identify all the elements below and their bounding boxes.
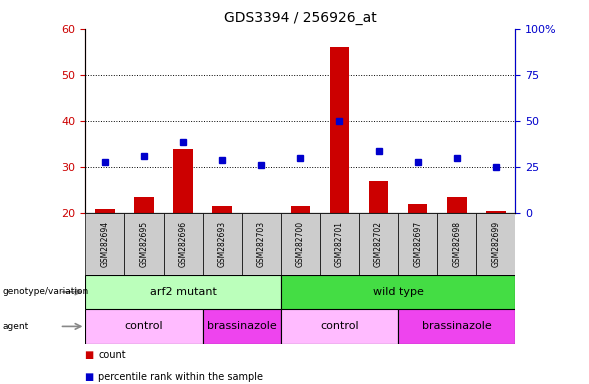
Text: wild type: wild type (373, 287, 423, 297)
Bar (398, 213, 437, 275)
Bar (203, 213, 241, 275)
Bar (447, 197, 466, 305)
Text: arf2 mutant: arf2 mutant (150, 287, 217, 297)
Bar (213, 206, 232, 305)
Bar (477, 213, 515, 275)
Text: GSM282694: GSM282694 (101, 221, 110, 267)
Bar (252, 213, 271, 305)
Bar (85, 275, 281, 309)
Text: agent: agent (3, 322, 29, 331)
Bar (95, 209, 115, 305)
Bar (290, 206, 310, 305)
Text: control: control (320, 321, 359, 331)
Text: ■: ■ (85, 350, 98, 360)
Text: control: control (125, 321, 163, 331)
Text: GSM282702: GSM282702 (374, 221, 383, 267)
Bar (85, 309, 203, 344)
Bar (173, 149, 193, 305)
Bar (85, 213, 124, 275)
Text: GSM282703: GSM282703 (257, 221, 266, 267)
Bar (359, 213, 398, 275)
Text: GSM282700: GSM282700 (296, 221, 305, 267)
Bar (124, 213, 164, 275)
Bar (241, 213, 281, 275)
Text: genotype/variation: genotype/variation (3, 287, 89, 296)
Text: GSM282698: GSM282698 (452, 221, 461, 267)
Bar (134, 197, 154, 305)
Bar (164, 213, 203, 275)
Text: count: count (98, 350, 126, 360)
Text: GSM282697: GSM282697 (413, 221, 422, 267)
Text: percentile rank within the sample: percentile rank within the sample (98, 372, 263, 382)
Bar (408, 204, 428, 305)
Bar (320, 213, 359, 275)
Bar (437, 213, 477, 275)
Text: GSM282693: GSM282693 (218, 221, 227, 267)
Text: GSM282701: GSM282701 (335, 221, 344, 267)
Text: GSM282695: GSM282695 (140, 221, 148, 267)
Title: GDS3394 / 256926_at: GDS3394 / 256926_at (224, 11, 377, 25)
Bar (369, 181, 388, 305)
Bar (281, 275, 515, 309)
Bar (281, 213, 320, 275)
Bar (330, 47, 349, 305)
Bar (203, 309, 281, 344)
Bar (398, 309, 515, 344)
Bar (281, 309, 398, 344)
Text: brassinazole: brassinazole (422, 321, 492, 331)
Text: GSM282699: GSM282699 (491, 221, 500, 267)
Text: GSM282696: GSM282696 (178, 221, 188, 267)
Text: brassinazole: brassinazole (207, 321, 277, 331)
Bar (486, 211, 505, 305)
Text: ■: ■ (85, 372, 98, 382)
